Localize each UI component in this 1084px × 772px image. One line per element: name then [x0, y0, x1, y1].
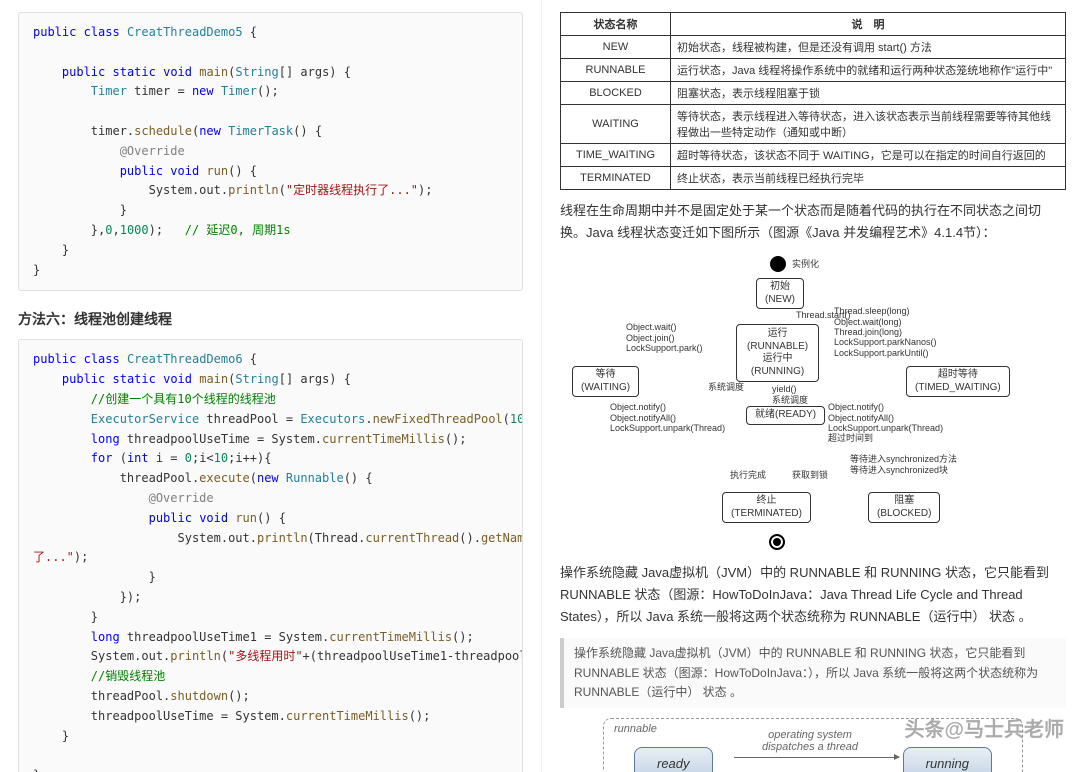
label-yield: yield()系统调度: [772, 384, 808, 405]
node-timed-waiting: 超时等待(TIMED_WAITING): [906, 366, 1010, 397]
table-row: WAITING等待状态，表示线程进入等待状态，进入该状态表示当前线程需要等待其他…: [561, 105, 1066, 144]
state-diagram-intro: 线程在生命周期中并不是固定处于某一个状态而是随着代码的执行在不同状态之间切换。J…: [560, 200, 1066, 244]
table-row: TERMINATED终止状态，表示当前线程已经执行完毕: [561, 167, 1066, 190]
label-wait-out: Object.notify()Object.notifyAll()LockSup…: [610, 402, 725, 433]
table-header: 状态名称: [561, 13, 671, 36]
table-row: NEW初始状态，线程被构建，但是还没有调用 start() 方法: [561, 36, 1066, 59]
runnable-explanation: 操作系统隐藏 Java虚拟机（JVM）中的 RUNNABLE 和 RUNNING…: [560, 562, 1066, 628]
label-timed-in: Thread.sleep(long)Object.wait(long)Threa…: [834, 306, 937, 358]
table-header: 说 明: [671, 13, 1066, 36]
node-waiting: 等待(WAITING): [572, 366, 639, 397]
left-column: public class CreatThreadDemo5 { public s…: [0, 0, 542, 772]
node-blocked: 阻塞(BLOCKED): [868, 492, 940, 523]
label-block-out: 获取到锁: [792, 470, 828, 480]
label-timed-out: Object.notify()Object.notifyAll()LockSup…: [828, 402, 943, 443]
right-column: 状态名称说 明 NEW初始状态，线程被构建，但是还没有调用 start() 方法…: [542, 0, 1084, 772]
rr-outer-label: runnable: [614, 723, 657, 735]
page: public class CreatThreadDemo5 { public s…: [0, 0, 1084, 772]
node-new: 初始(NEW): [756, 278, 804, 309]
start-circle-icon: [770, 256, 786, 272]
table-row: RUNNABLE运行状态，Java 线程将操作系统中的就绪和运行两种状态笼统地称…: [561, 59, 1066, 82]
code-block-demo6: public class CreatThreadDemo6 { public s…: [18, 339, 523, 772]
table-row: BLOCKED阻塞状态，表示线程阻塞于锁: [561, 82, 1066, 105]
node-terminated: 终止(TERMINATED): [722, 492, 811, 523]
end-circle-icon: [769, 534, 785, 550]
runnable-quote: 操作系统隐藏 Java虚拟机（JVM）中的 RUNNABLE 和 RUNNING…: [560, 638, 1066, 708]
rr-ready-box: ready: [634, 747, 713, 772]
table-row: TIME_WAITING超时等待状态，该状态不同于 WAITING，它是可以在指…: [561, 144, 1066, 167]
label-sched: 系统调度: [708, 382, 744, 392]
rr-running-box: running: [903, 747, 992, 772]
code-block-demo5: public class CreatThreadDemo5 { public s…: [18, 12, 523, 291]
label-block-in: 等待进入synchronized方法等待进入synchronized块: [850, 454, 957, 475]
label-wait-in: Object.wait()Object.join()LockSupport.pa…: [626, 322, 703, 353]
label-done: 执行完成: [730, 470, 766, 480]
rr-arrow-right-icon: [734, 757, 899, 758]
rr-up-label: operating systemdispatches a thread: [762, 729, 858, 753]
watermark: 头条@马士兵老师: [904, 713, 1064, 742]
node-ready: 就绪(READY): [746, 406, 825, 425]
label-init: 实例化: [792, 259, 819, 269]
thread-states-table: 状态名称说 明 NEW初始状态，线程被构建，但是还没有调用 start() 方法…: [560, 12, 1066, 190]
section-title-6: 方法六：线程池创建线程: [18, 309, 523, 329]
node-runnable: 运行(RUNNABLE)运行中(RUNNING): [736, 324, 819, 382]
thread-state-diagram: 实例化 初始(NEW) Thread.start() 运行(RUNNABLE)运…: [560, 254, 1066, 554]
